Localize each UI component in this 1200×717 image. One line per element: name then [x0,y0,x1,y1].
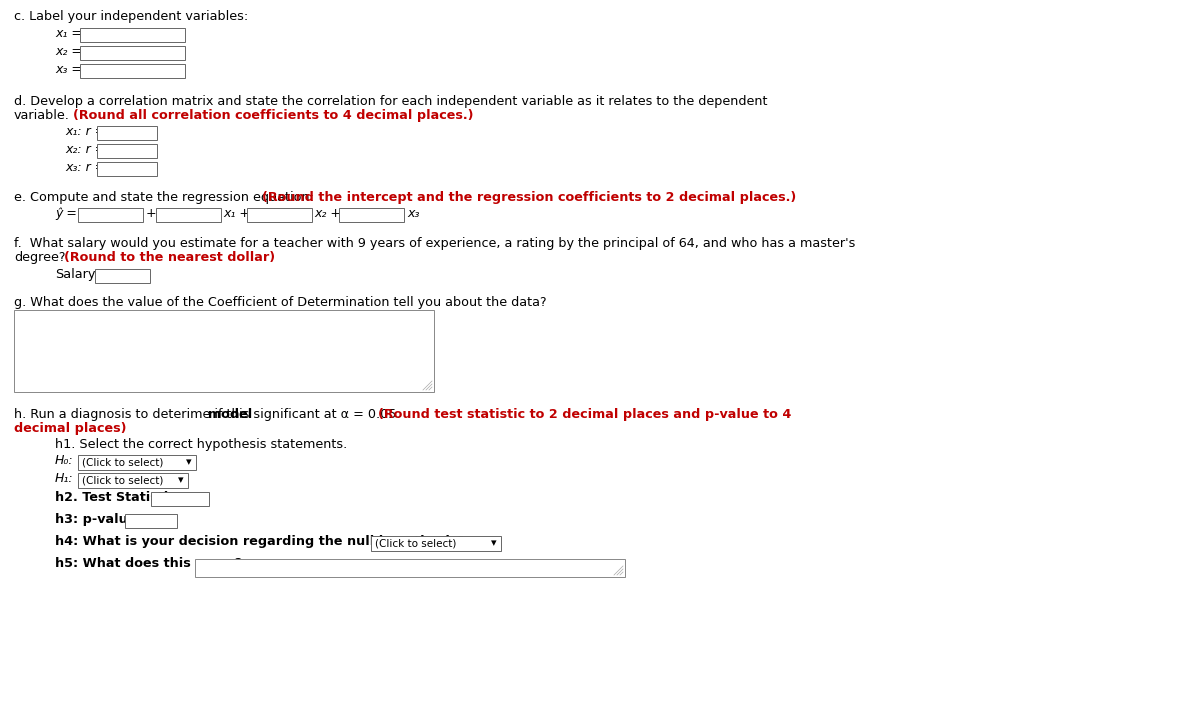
FancyBboxPatch shape [151,492,209,506]
Text: h3: p-value:: h3: p-value: [55,513,142,526]
Text: h1. Select the correct hypothesis statements.: h1. Select the correct hypothesis statem… [55,438,347,451]
Text: x₂ +: x₂ + [314,207,341,220]
FancyBboxPatch shape [97,144,157,158]
Text: x₁: r =: x₁: r = [65,125,106,138]
FancyBboxPatch shape [156,208,221,222]
Text: ▾: ▾ [491,538,497,549]
FancyBboxPatch shape [125,514,178,528]
FancyBboxPatch shape [340,208,404,222]
Text: x₂: r =: x₂: r = [65,143,106,156]
Text: c. Label your independent variables:: c. Label your independent variables: [14,10,248,23]
Text: h4: What is your decision regarding the null hypothesis?: h4: What is your decision regarding the … [55,535,464,548]
FancyBboxPatch shape [80,28,185,42]
FancyBboxPatch shape [80,64,185,78]
Text: h. Run a diagnosis to deterime if the: h. Run a diagnosis to deterime if the [14,408,252,421]
Text: (Click to select): (Click to select) [82,475,163,485]
Text: x₃: x₃ [407,207,419,220]
FancyBboxPatch shape [97,162,157,176]
Text: degree?: degree? [14,251,66,264]
Text: g. What does the value of the Coefficient of Determination tell you about the da: g. What does the value of the Coefficien… [14,296,547,309]
Text: (Click to select): (Click to select) [374,538,456,549]
Text: d. Develop a correlation matrix and state the correlation for each independent v: d. Develop a correlation matrix and stat… [14,95,768,108]
FancyBboxPatch shape [14,310,434,392]
Text: (Click to select): (Click to select) [82,457,163,467]
Text: x₃: r =: x₃: r = [65,161,106,174]
Text: x₁ =: x₁ = [55,27,82,40]
Text: decimal places): decimal places) [14,422,126,435]
FancyBboxPatch shape [194,559,625,577]
FancyBboxPatch shape [80,46,185,60]
Text: x₂ =: x₂ = [55,45,82,58]
Text: H₁:: H₁: [55,472,73,485]
Text: variable.: variable. [14,109,70,122]
FancyBboxPatch shape [78,473,188,488]
Text: e. Compute and state the regression equation:: e. Compute and state the regression equa… [14,191,314,204]
Text: h5: What does this mean?: h5: What does this mean? [55,557,242,570]
Text: (Round to the nearest dollar): (Round to the nearest dollar) [64,251,275,264]
FancyBboxPatch shape [97,126,157,140]
Text: is significant at α = 0.05.: is significant at α = 0.05. [235,408,401,421]
Text: H₀:: H₀: [55,454,73,467]
Text: h2. Test Statistic:: h2. Test Statistic: [55,491,181,504]
Text: x₃ =: x₃ = [55,63,82,76]
Text: +: + [146,207,157,220]
FancyBboxPatch shape [78,208,143,222]
FancyBboxPatch shape [247,208,312,222]
Text: (Round the intercept and the regression coefficients to 2 decimal places.): (Round the intercept and the regression … [262,191,797,204]
Text: ▾: ▾ [186,457,192,467]
Text: f.  What salary would you estimate for a teacher with 9 years of experience, a r: f. What salary would you estimate for a … [14,237,856,250]
Text: model: model [208,408,252,421]
FancyBboxPatch shape [78,455,196,470]
Text: x₁ +: x₁ + [223,207,250,220]
Text: ▾: ▾ [178,475,184,485]
FancyBboxPatch shape [371,536,502,551]
FancyBboxPatch shape [95,269,150,283]
Text: ŷ =: ŷ = [55,207,77,220]
Text: Salary:: Salary: [55,268,98,281]
Text: (Round all correlation coefficients to 4 decimal places.): (Round all correlation coefficients to 4… [73,109,474,122]
Text: (Round test statistic to 2 decimal places and p-value to 4: (Round test statistic to 2 decimal place… [378,408,792,421]
